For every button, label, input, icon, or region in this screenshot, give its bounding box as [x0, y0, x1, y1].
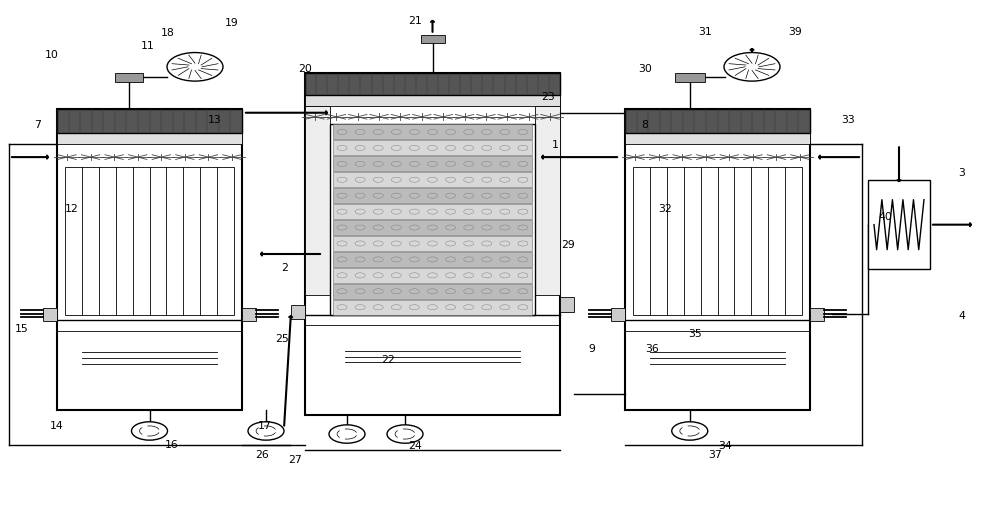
- Text: 20: 20: [298, 64, 312, 74]
- Circle shape: [672, 422, 708, 440]
- Text: 14: 14: [50, 420, 64, 430]
- Text: 25: 25: [275, 333, 289, 344]
- Bar: [333, 284, 532, 299]
- Bar: [115, 74, 143, 83]
- Text: 7: 7: [35, 120, 41, 130]
- Bar: [333, 300, 532, 315]
- Bar: [65, 168, 234, 316]
- Text: 1: 1: [552, 140, 558, 150]
- Text: 33: 33: [841, 115, 855, 125]
- Bar: [333, 125, 532, 140]
- Circle shape: [329, 425, 365, 443]
- Bar: [535, 107, 560, 295]
- Circle shape: [387, 425, 423, 443]
- Text: 32: 32: [658, 204, 672, 214]
- Text: 37: 37: [708, 449, 722, 459]
- Text: 36: 36: [645, 344, 659, 354]
- Bar: [633, 168, 802, 316]
- Text: 23: 23: [541, 92, 555, 102]
- Circle shape: [248, 422, 284, 440]
- Bar: [625, 109, 810, 410]
- Bar: [305, 107, 330, 295]
- Text: 13: 13: [208, 115, 222, 125]
- Bar: [291, 305, 305, 320]
- Bar: [868, 181, 930, 270]
- Bar: [333, 141, 532, 156]
- Bar: [333, 237, 532, 251]
- Bar: [57, 109, 242, 134]
- Text: 40: 40: [878, 211, 892, 221]
- Bar: [330, 125, 535, 316]
- Text: 3: 3: [959, 168, 965, 178]
- Text: 35: 35: [688, 328, 702, 338]
- Bar: [43, 308, 57, 321]
- Bar: [57, 134, 242, 145]
- Text: 31: 31: [698, 26, 712, 37]
- Text: 11: 11: [141, 41, 155, 51]
- Circle shape: [724, 53, 780, 82]
- Circle shape: [132, 422, 168, 440]
- Text: 27: 27: [288, 454, 302, 464]
- Text: 21: 21: [408, 16, 422, 26]
- Bar: [333, 205, 532, 220]
- Bar: [305, 74, 560, 415]
- Text: 10: 10: [45, 50, 59, 60]
- Bar: [625, 109, 810, 134]
- Bar: [611, 308, 625, 321]
- Text: 17: 17: [258, 420, 272, 430]
- Text: 39: 39: [788, 26, 802, 37]
- Bar: [305, 74, 560, 96]
- Bar: [333, 157, 532, 172]
- Bar: [420, 36, 444, 44]
- Text: 2: 2: [282, 262, 288, 272]
- Bar: [57, 109, 242, 410]
- Bar: [333, 268, 532, 283]
- Bar: [810, 308, 824, 321]
- Bar: [242, 308, 256, 321]
- Text: 8: 8: [642, 120, 648, 130]
- Text: 22: 22: [381, 354, 395, 364]
- Bar: [625, 134, 810, 145]
- Bar: [333, 173, 532, 188]
- Text: 16: 16: [165, 439, 179, 449]
- Bar: [333, 189, 532, 204]
- Text: 15: 15: [15, 323, 29, 333]
- Bar: [333, 221, 532, 236]
- Text: 4: 4: [959, 310, 965, 321]
- Text: 30: 30: [638, 64, 652, 74]
- Text: 18: 18: [161, 28, 175, 38]
- Bar: [560, 298, 574, 312]
- Text: 29: 29: [561, 239, 575, 249]
- Text: 12: 12: [65, 204, 79, 214]
- Text: 34: 34: [718, 440, 732, 450]
- Bar: [675, 74, 705, 83]
- Bar: [333, 252, 532, 267]
- Text: 19: 19: [225, 18, 239, 28]
- Text: 26: 26: [255, 449, 269, 459]
- Text: 9: 9: [589, 344, 595, 354]
- Bar: [305, 96, 560, 106]
- Circle shape: [167, 53, 223, 82]
- Text: 24: 24: [408, 440, 422, 450]
